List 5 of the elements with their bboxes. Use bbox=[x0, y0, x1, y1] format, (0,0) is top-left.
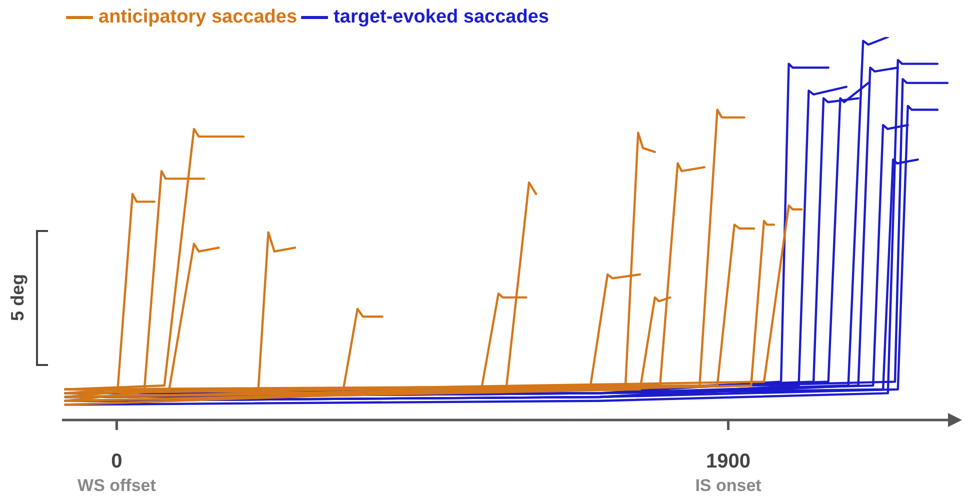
legend-label: anticipatory saccades bbox=[98, 6, 298, 28]
x-tick-label: 1900 IS onset bbox=[695, 450, 762, 496]
y-axis-title: 5 deg bbox=[8, 273, 28, 324]
legend-label: target-evoked saccades bbox=[334, 6, 549, 28]
x-tick-label: 0 WS offset bbox=[78, 450, 156, 496]
